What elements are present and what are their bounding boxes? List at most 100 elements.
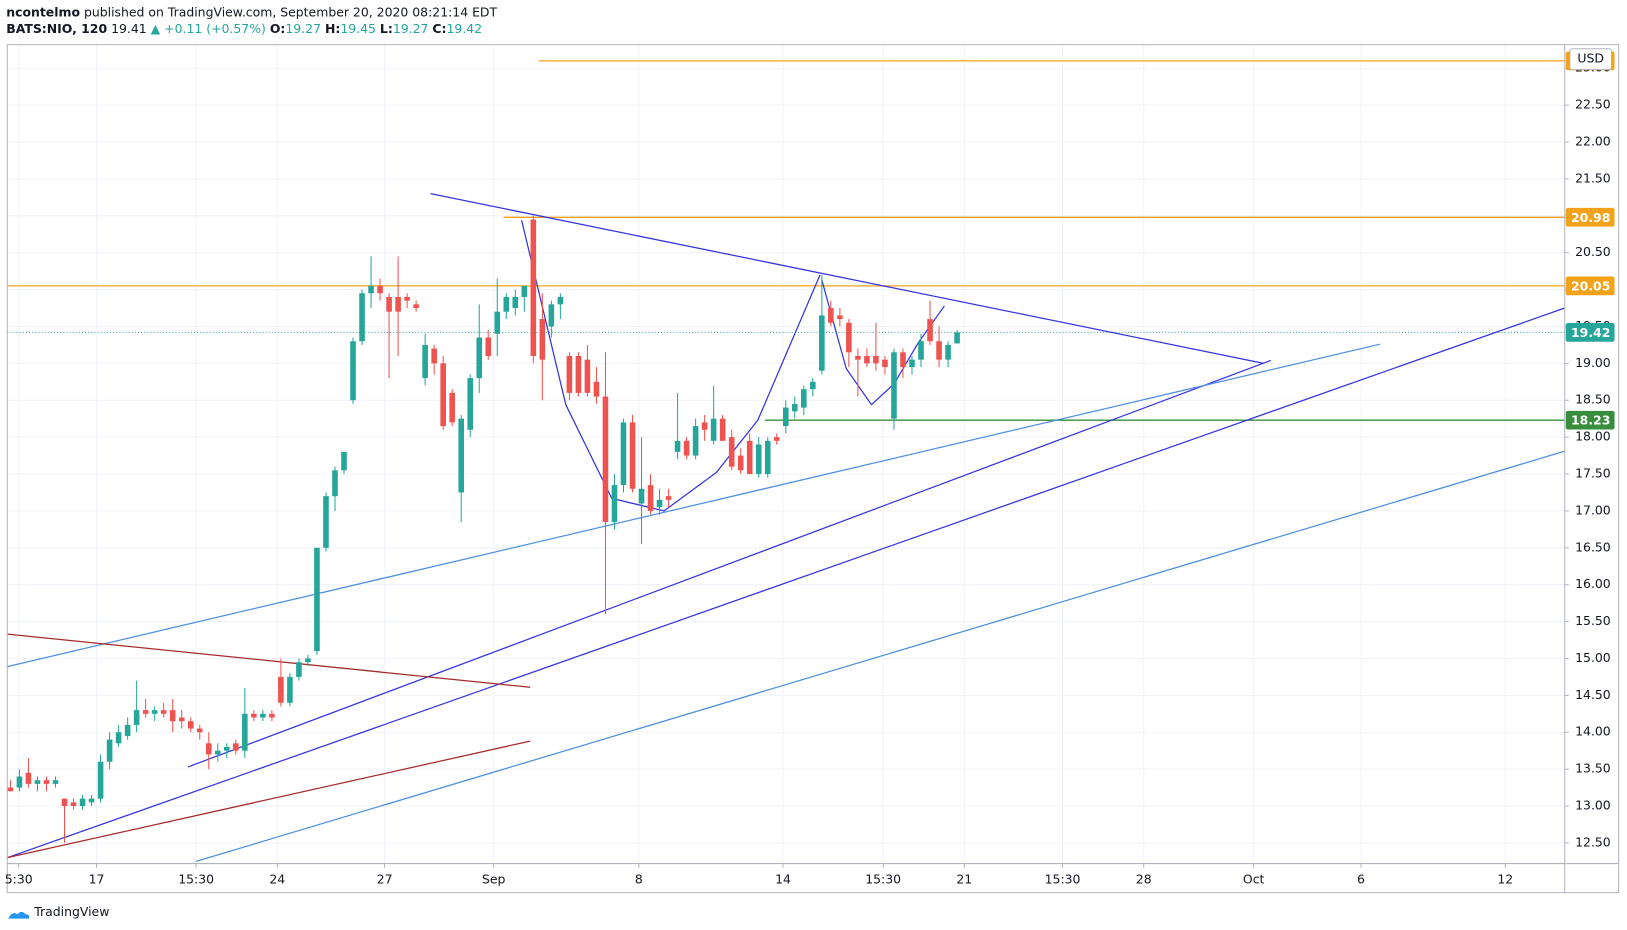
candle-body [269, 713, 275, 718]
ohlc-label: O: [270, 21, 286, 36]
candle-body [52, 780, 59, 784]
candle-body [665, 496, 672, 500]
candle-body [575, 355, 582, 393]
candle-body [512, 296, 519, 309]
candle-body [521, 285, 528, 297]
candle-body [810, 381, 816, 390]
candle-body [196, 728, 203, 733]
candle-body [629, 422, 636, 489]
currency: USD [1577, 51, 1604, 66]
ohlc-value: 19.27 [393, 21, 429, 36]
trend-line [430, 193, 1264, 364]
candle-body [710, 418, 717, 441]
candle-body [260, 713, 266, 718]
candle-body [909, 359, 915, 368]
candle-body [43, 780, 50, 784]
symbol-line: BATS:NIO, 120 19.41 ▲ +0.11 (+0.57%) O:1… [6, 21, 482, 36]
candle-body [476, 337, 483, 379]
candle-body [242, 713, 248, 751]
candle-body [764, 440, 771, 475]
published: published on TradingView.com, September … [84, 4, 498, 19]
candle-body [341, 451, 347, 471]
y-tick-label: 13.00 [1575, 798, 1611, 813]
candle-body [728, 437, 735, 467]
y-tick-label: 13.50 [1575, 761, 1611, 776]
x-tick-label: 12 [1497, 872, 1513, 887]
candle-body [205, 743, 212, 755]
ohlc-value: 19.27 [285, 21, 321, 36]
axes: 12.50 13.00 13.50 14.00 14.50 15.00 15.50 16.00… [5, 51, 1615, 887]
candle-body [359, 293, 365, 342]
y-tick-label: 17.50 [1575, 466, 1611, 481]
trend-line [187, 359, 1272, 768]
candle-body [719, 418, 726, 441]
candle-body [224, 747, 230, 751]
x-tick-label: 8 [635, 872, 643, 887]
price-tag-label: 19.42 [1571, 325, 1610, 340]
y-tick-label: 18.50 [1575, 392, 1611, 407]
candle-body [620, 422, 627, 486]
candle-body [647, 485, 654, 511]
candle-body [539, 319, 546, 360]
candle-body [449, 392, 455, 423]
candle-body [701, 422, 708, 430]
candle-body [160, 710, 167, 714]
change: ▲ +0.11 (+0.57%) [151, 21, 266, 36]
candle-body [314, 547, 320, 652]
candle-body [395, 296, 401, 312]
price-tag-label: 18.23 [1571, 413, 1610, 428]
candle-body [422, 344, 428, 379]
candle-body [503, 296, 510, 312]
candle-body [864, 355, 870, 364]
candle-body [97, 761, 104, 799]
price-tag [1565, 207, 1615, 227]
x-tick-label: Oct [1243, 872, 1265, 887]
candle-body [566, 355, 573, 393]
candle-body [350, 341, 356, 401]
x-tick-label: 21 [956, 872, 972, 887]
candle-body [404, 296, 410, 301]
logo: TradingView [8, 904, 109, 919]
candle-body [187, 721, 194, 729]
candle-body [61, 798, 68, 807]
curve [821, 279, 945, 406]
candle-body [16, 776, 23, 788]
candle-body [178, 717, 185, 722]
candle-body [755, 444, 762, 475]
candle-body [782, 407, 789, 427]
candle-body [485, 337, 492, 356]
y-tick-label: 16.00 [1575, 576, 1611, 591]
price-tag [1565, 410, 1615, 430]
y-tick-label: 15.00 [1575, 650, 1611, 665]
y-tick-label: 14.50 [1575, 687, 1611, 702]
trend-line [195, 450, 1565, 862]
candle-body [548, 304, 555, 327]
price-tag [1565, 276, 1615, 296]
candle-body [530, 219, 537, 356]
ohlc-label: H: [325, 21, 340, 36]
candle-body [368, 285, 374, 294]
author: ncontelmo [6, 4, 80, 19]
header-line: ncontelmo published on TradingView.com, … [6, 4, 497, 19]
candle-body [882, 359, 888, 368]
candle-body [25, 772, 32, 784]
y-tick-label: 15.50 [1575, 613, 1611, 628]
y-tick-label: 21.50 [1575, 170, 1611, 185]
candle-body [214, 750, 221, 755]
candle-body [7, 787, 14, 792]
trend-line [7, 307, 1565, 859]
candle-body [386, 296, 392, 312]
candle-body [936, 341, 942, 360]
candle-body [494, 311, 501, 334]
candle-body [584, 359, 591, 393]
candle-body [440, 363, 446, 427]
candle-body [151, 710, 158, 714]
candle-body [377, 285, 383, 294]
candle-body [692, 426, 699, 456]
candle-body [683, 440, 690, 456]
price-tag [1565, 323, 1615, 342]
candle-body [656, 499, 663, 508]
candle-body [305, 658, 311, 663]
